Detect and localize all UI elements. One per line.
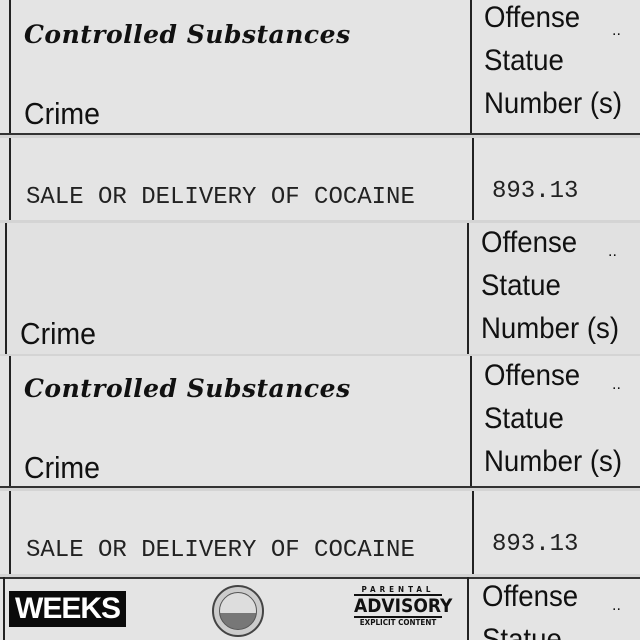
offense-label: Offense Statue: [482, 577, 578, 640]
offense-line: Offense: [481, 226, 578, 259]
border: [9, 0, 11, 135]
border: [3, 577, 5, 640]
logo-strip: WEEKS PARENTAL ADVISORY EXPLICIT CONTENT…: [0, 577, 640, 640]
number-line: Number (s): [484, 445, 623, 478]
number-line: Number (s): [481, 312, 620, 345]
border: [5, 223, 7, 354]
row-strip-1: SALE OR DELIVERY OF COCAINE 893.13: [0, 138, 640, 220]
column-divider: [467, 223, 469, 354]
divider: [0, 133, 640, 135]
offense-mark: ..: [612, 597, 621, 614]
border: [9, 356, 11, 488]
statute-value: 893.13: [492, 178, 579, 205]
header-title: Controlled Substances: [24, 374, 351, 403]
statue-line: Statue: [484, 44, 564, 77]
column-divider: [472, 491, 474, 574]
crime-label: Crime: [24, 450, 101, 485]
statue-line: Statue: [482, 623, 562, 640]
divider: [0, 486, 640, 488]
crime-value: SALE OR DELIVERY OF COCAINE: [26, 184, 415, 211]
header-strip-3: Controlled Substances Crime Offense Stat…: [0, 356, 640, 488]
number-line: Number (s): [484, 87, 623, 120]
divider: [0, 577, 640, 579]
offense-label: Offense Statue Number (s): [484, 0, 622, 125]
advisory-line3: EXPLICIT CONTENT: [359, 618, 437, 627]
column-divider: [472, 138, 474, 220]
offense-line: Offense: [484, 359, 581, 392]
header-strip-1: Controlled Substances Crime Offense Stat…: [0, 0, 640, 135]
column-divider: [470, 356, 472, 488]
artist-logo: WEEKS: [9, 591, 127, 627]
label-seal-logo: [212, 585, 264, 637]
statue-line: Statue: [484, 402, 564, 435]
offense-line: Offense: [482, 580, 579, 613]
header-strip-2: Crime Offense Statue Number (s) ..: [0, 223, 640, 354]
offense-mark: ..: [612, 22, 621, 39]
offense-mark: ..: [608, 243, 617, 260]
offense-line: Offense: [484, 1, 581, 34]
border: [9, 138, 11, 220]
advisory-line1: PARENTAL: [361, 585, 435, 594]
advisory-line2: ADVISORY: [354, 594, 453, 618]
header-title: Controlled Substances: [24, 20, 351, 49]
parental-advisory-logo: PARENTAL ADVISORY EXPLICIT CONTENT: [354, 585, 453, 627]
offense-label: Offense Statue Number (s): [481, 223, 619, 350]
crime-label: Crime: [20, 316, 97, 351]
column-divider: [470, 0, 472, 135]
offense-label: Offense Statue Number (s): [484, 356, 622, 483]
row-strip-2: SALE OR DELIVERY OF COCAINE 893.13: [0, 491, 640, 574]
border: [9, 491, 11, 574]
statute-value: 893.13: [492, 531, 579, 558]
offense-mark: ..: [612, 376, 621, 393]
statue-line: Statue: [481, 269, 561, 302]
crime-value: SALE OR DELIVERY OF COCAINE: [26, 537, 415, 564]
crime-label: Crime: [24, 96, 101, 131]
column-divider: [467, 577, 469, 640]
